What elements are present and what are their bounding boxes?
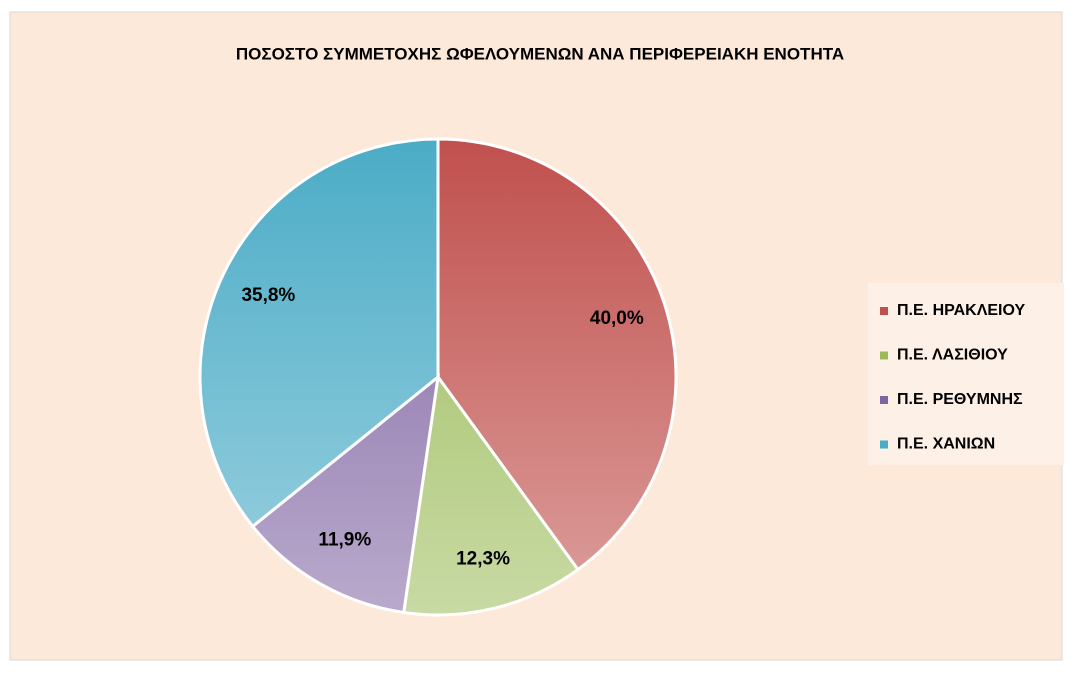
legend-label: Π.Ε. ΡΕΘΥΜΝΗΣ <box>897 391 1023 408</box>
pie-slice <box>402 373 580 617</box>
pie-slice <box>436 137 678 572</box>
legend-label: Π.Ε. ΛΑΣΙΘΙΟΥ <box>897 347 1008 364</box>
legend-swatch <box>880 440 888 449</box>
pie-slice <box>250 373 441 615</box>
data-label: 35,8% <box>241 285 295 306</box>
legend-swatch <box>880 351 888 360</box>
data-label: 12,3% <box>456 549 510 570</box>
legend-swatch <box>880 307 888 315</box>
legend <box>868 283 1064 465</box>
legend-label: Π.Ε. ΗΡΑΚΛΕΙΟΥ <box>897 302 1026 319</box>
legend-swatch <box>880 396 888 404</box>
data-label: 40,0% <box>590 308 644 329</box>
data-label: 11,9% <box>318 529 371 550</box>
chart-title: ΠΟΣΟΣΤΟ ΣΥΜΜΕΤΟΧΗΣ ΩΦΕΛΟΥΜΕΝΩΝ ΑΝΑ ΠΕΡΙΦ… <box>236 44 844 63</box>
legend-label: Π.Ε. ΧΑΝΙΩΝ <box>897 436 995 453</box>
pie-slice <box>198 137 440 529</box>
